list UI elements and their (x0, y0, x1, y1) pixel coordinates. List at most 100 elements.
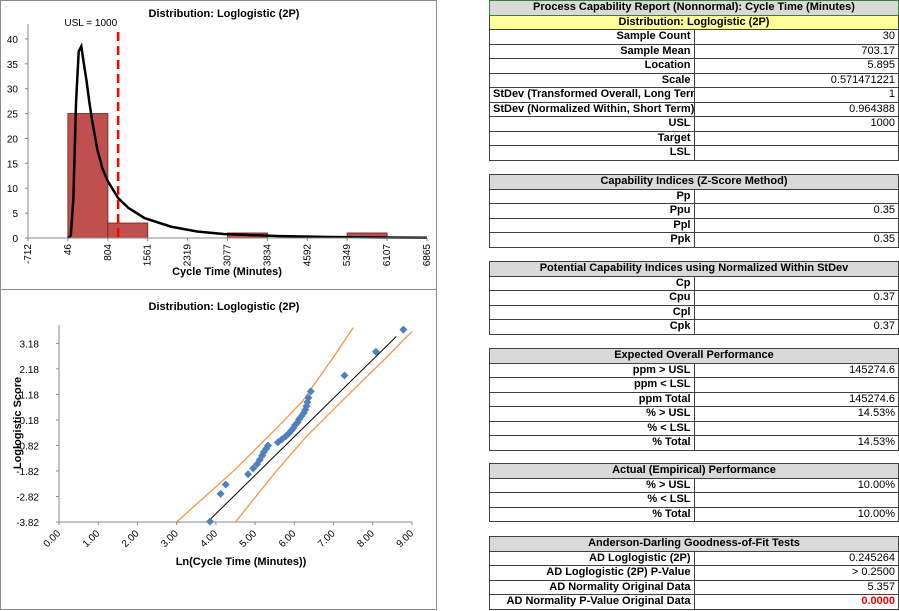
y-tick-label: 3.18 (20, 339, 40, 350)
row-value: 703.17 (693, 43, 899, 59)
y-tick-label: 35 (7, 60, 19, 71)
report-row: % < LSL (489, 420, 899, 436)
row-value: 0.245264 (693, 550, 899, 566)
row-value (693, 145, 899, 161)
row-value (693, 377, 899, 393)
row-label: % > USL (489, 406, 695, 422)
y-tick-label: 10 (7, 184, 19, 195)
row-label: Cpl (489, 304, 695, 320)
report-row: ppm < LSL (489, 377, 899, 393)
data-point (262, 444, 271, 453)
row-label: % < LSL (489, 492, 695, 508)
row-label: % < LSL (489, 420, 695, 436)
row-value: 14.53% (693, 435, 899, 451)
report-row: AD Loglogistic (2P) P-Value > 0.2500 (489, 565, 899, 581)
row-value (693, 275, 899, 291)
row-value: 0.35 (693, 232, 899, 248)
y-tick-label: 5 (12, 209, 18, 220)
x-tick-label: 4592 (302, 244, 313, 267)
data-point (277, 435, 286, 444)
row-label: % Total (489, 506, 695, 522)
report-row: StDev (Normalized Within, Short Term) 0.9… (489, 101, 899, 117)
data-point (306, 387, 315, 396)
row-value (693, 188, 899, 204)
row-label: Cpk (489, 319, 695, 335)
row-value: 5.895 (693, 58, 899, 74)
probability-plot-svg: Distribution: Loglogistic (2P) -3.82 -2.82… (12, 301, 416, 568)
row-value: 0.37 (693, 290, 899, 306)
expected-performance-table: Expected Overall Performance ppm > USL 14… (489, 348, 899, 451)
row-label: LSL (489, 145, 695, 161)
row-value: 1000 (693, 116, 899, 132)
x-tick-label: 804 (103, 244, 114, 261)
y-tick-label: 0 (12, 234, 18, 245)
row-label: % > USL (489, 477, 695, 493)
report-row: ppm Total 145274.6 (489, 391, 899, 407)
row-label: AD Normality P-Value Original Data (489, 594, 695, 610)
row-label: Sample Mean (489, 43, 695, 59)
histogram-bar (107, 222, 149, 239)
report-row: StDev (Transformed Overall, Long Term) 1 (489, 87, 899, 103)
y-tick-label: -1.82 (16, 467, 39, 478)
data-point (249, 464, 258, 473)
row-label: ppm < LSL (489, 377, 695, 393)
probability-plot-chart[interactable]: Distribution: Loglogistic (2P) -3.82 -2.82… (0, 289, 437, 610)
upper-confidence-band (176, 327, 354, 523)
row-value: 30 (693, 29, 899, 45)
data-point (244, 470, 253, 479)
report-row: Cpu 0.37 (489, 290, 899, 306)
row-label: AD Loglogistic (2P) P-Value (489, 565, 695, 581)
row-value: 10.00% (693, 506, 899, 522)
data-point (258, 451, 267, 460)
report-row: AD Normality P-Value Original Data 0.0000 (489, 594, 899, 610)
x-tick-label: 5.00 (238, 528, 260, 550)
report-row: Ppl (489, 217, 899, 233)
report-row: Cpk 0.37 (489, 319, 899, 335)
row-label: Cp (489, 275, 695, 291)
report-row: % < LSL (489, 492, 899, 508)
row-value: 0.35 (693, 203, 899, 219)
row-label: USL (489, 116, 695, 132)
row-label: Ppk (489, 232, 695, 248)
histogram-chart[interactable]: Distribution: Loglogistic (2P) 0 5 10 15 20 25… (0, 0, 437, 290)
lower-confidence-band (234, 330, 413, 523)
row-label: Cpu (489, 290, 695, 306)
row-label: % Total (489, 435, 695, 451)
fitted-line (207, 336, 397, 522)
usl-label: USL = 1000 (64, 18, 117, 29)
row-label: ppm Total (489, 391, 695, 407)
row-label: StDev (Normalized Within, Short Term) (489, 101, 695, 117)
row-value: 0.571471221 (693, 72, 899, 88)
capability-title: Capability Indices (Z-Score Method) (489, 174, 899, 190)
report-row: USL 1000 (489, 116, 899, 132)
report-row: % Total 14.53% (489, 435, 899, 451)
row-value (693, 492, 899, 508)
report-row: AD Loglogistic (2P) 0.245264 (489, 550, 899, 566)
x-tick-label: 3834 (262, 244, 273, 267)
y-tick-label: 0.18 (20, 416, 40, 427)
ad-title: Anderson-Darling Goodness-of-Fit Tests (489, 536, 899, 552)
histogram-svg: Distribution: Loglogistic (2P) 0 5 10 15 20 25… (7, 8, 433, 278)
row-value (693, 420, 899, 436)
distribution-subtitle: Distribution: Loglogistic (2P) (489, 14, 899, 30)
row-value (693, 130, 899, 146)
report-row: Ppu 0.35 (489, 203, 899, 219)
report-row: Cpl (489, 304, 899, 320)
y-tick-label: 1.18 (20, 390, 40, 401)
report-row: LSL (489, 145, 899, 161)
row-label: Target (489, 130, 695, 146)
row-label: ppm > USL (489, 362, 695, 378)
row-value: 5.357 (693, 579, 899, 595)
row-value: 10.00% (693, 477, 899, 493)
report-row: AD Normality Original Data 5.357 (489, 579, 899, 595)
y-tick-label: -2.82 (16, 492, 39, 503)
row-value: 145274.6 (693, 362, 899, 378)
row-value: 14.53% (693, 406, 899, 422)
report-row: Ppk 0.35 (489, 232, 899, 248)
row-value: > 0.2500 (693, 565, 899, 581)
row-label: Pp (489, 188, 695, 204)
report-row: % Total 10.00% (489, 506, 899, 522)
x-tick-label: 3.00 (159, 528, 181, 550)
row-label: Location (489, 58, 695, 74)
fitted-density-curve (67, 42, 428, 240)
